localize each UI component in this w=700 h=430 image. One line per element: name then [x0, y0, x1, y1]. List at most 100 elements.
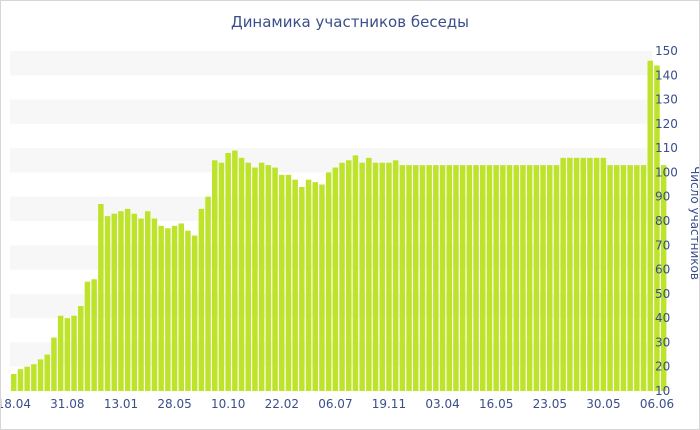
bar: [232, 150, 238, 391]
y-tick-label: 20: [655, 360, 670, 374]
bar: [198, 208, 205, 391]
bar: [346, 160, 352, 391]
y-tick-label: 10: [655, 384, 670, 398]
bar: [158, 225, 164, 391]
bar: [453, 165, 459, 391]
bar: [506, 165, 513, 391]
bar: [547, 165, 553, 391]
bar: [138, 218, 144, 391]
bar: [145, 211, 151, 391]
bar: [272, 167, 278, 391]
bar: [567, 157, 573, 391]
bar: [654, 65, 660, 391]
x-tick-label: 31.08: [50, 397, 84, 411]
grid-band: [10, 51, 652, 76]
bar: [587, 157, 593, 391]
bar: [480, 165, 486, 391]
bar: [98, 204, 104, 391]
bar: [473, 165, 479, 391]
x-tick-label: 06.07: [318, 397, 352, 411]
bar: [372, 162, 379, 391]
bar: [258, 162, 265, 391]
bar: [165, 228, 171, 391]
bar: [185, 230, 191, 391]
bar: [466, 165, 473, 391]
x-tick-label: 28.05: [157, 397, 191, 411]
bar: [426, 165, 432, 391]
bar: [620, 165, 627, 391]
bar: [64, 318, 71, 391]
bar: [104, 216, 111, 391]
bar: [647, 60, 653, 392]
bar: [31, 364, 37, 391]
bar: [660, 165, 667, 391]
x-tick-label: 23.05: [533, 397, 567, 411]
bars-series: [11, 60, 667, 392]
bar: [573, 157, 580, 391]
bar: [359, 162, 365, 391]
bar: [513, 165, 519, 391]
x-tick-label: 19.11: [372, 397, 406, 411]
bar: [279, 174, 285, 391]
x-tick-label: 13.01: [104, 397, 138, 411]
bar: [252, 167, 258, 391]
bar: [178, 223, 184, 391]
y-tick-label: 40: [655, 311, 670, 325]
bar: [627, 165, 633, 391]
y-tick-label: 110: [655, 141, 678, 155]
bar: [533, 165, 540, 391]
bar: [486, 165, 493, 391]
bar: [265, 165, 272, 391]
bar: [332, 167, 339, 391]
bar: [406, 165, 412, 391]
bar: [218, 162, 225, 391]
bar: [319, 184, 325, 391]
bar: [553, 165, 560, 391]
bar: [386, 162, 392, 391]
y-tick-label: 150: [655, 44, 678, 58]
y-axis-label: Число участников: [688, 166, 699, 280]
bar: [24, 366, 30, 391]
bar: [191, 235, 198, 391]
bar: [593, 157, 600, 391]
bar: [51, 337, 57, 391]
bar: [84, 281, 91, 391]
bar: [433, 165, 439, 391]
x-tick-label: 06.06: [640, 397, 674, 411]
bar: [11, 374, 17, 391]
bar: [607, 165, 613, 391]
bar: [292, 179, 298, 391]
bar: [399, 165, 406, 391]
bar: [124, 208, 131, 391]
bar: [151, 218, 158, 391]
y-tick-label: 90: [655, 190, 670, 204]
bar: [379, 162, 385, 391]
bar: [459, 165, 466, 391]
bar: [614, 165, 620, 391]
y-tick-label: 50: [655, 287, 670, 301]
bar: [91, 279, 97, 391]
y-tick-label: 140: [655, 68, 678, 82]
bar: [305, 179, 312, 391]
bar: [526, 165, 533, 391]
x-tick-label: 22.02: [265, 397, 299, 411]
bar: [57, 315, 64, 391]
chart-title: Динамика участников беседы: [230, 13, 470, 31]
bar: [640, 165, 647, 391]
y-axis-ticks: 10 20 30 40 50 60 70 80 90 100 110 120 130 140 150: [655, 44, 678, 398]
x-tick-label: 10.10: [211, 397, 245, 411]
y-tick-label: 80: [655, 214, 670, 228]
bar: [413, 165, 419, 391]
grid-band: [10, 99, 652, 124]
bar: [392, 160, 399, 391]
bar: [17, 369, 24, 391]
bar: [238, 157, 245, 391]
bar: [446, 165, 452, 391]
y-tick-label: 60: [655, 263, 670, 277]
x-tick-label: 16.05: [479, 397, 513, 411]
bar: [78, 306, 84, 391]
bar: [205, 196, 211, 391]
bar: [520, 165, 526, 391]
